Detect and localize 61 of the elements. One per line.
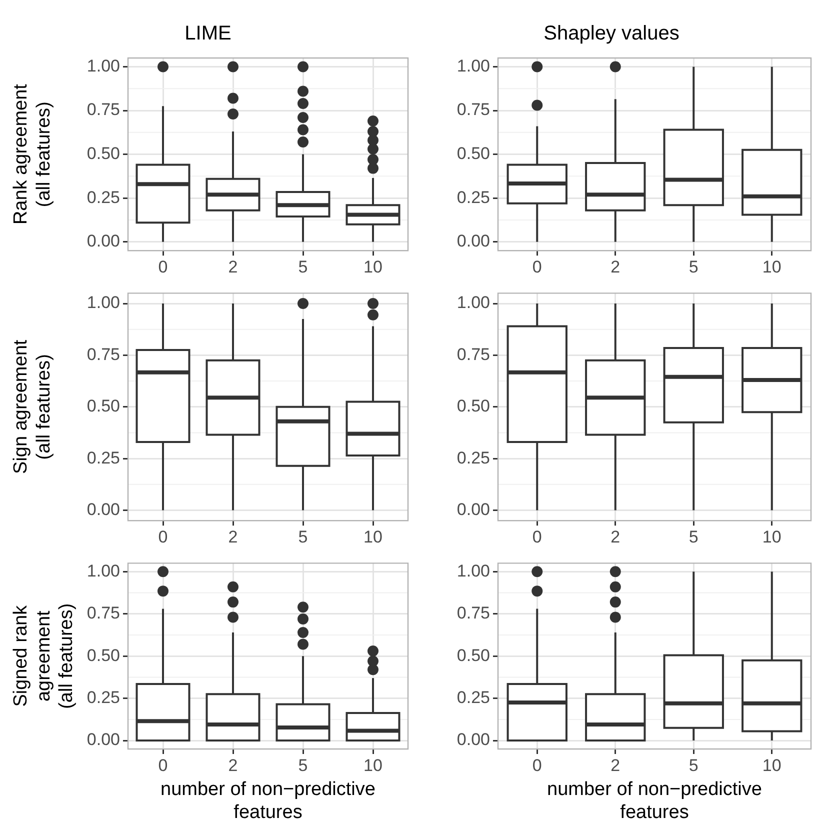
y-tick-label: 0.50 (86, 646, 120, 665)
y-tick-label: 0.25 (456, 448, 490, 468)
y-tick-label: 0.25 (86, 688, 120, 708)
y-tick-label: 0.50 (456, 144, 490, 163)
y-tick-label: 1.00 (456, 561, 490, 580)
x-axis-title: number of non−predictive features (547, 779, 762, 823)
y-tick-label: 0.50 (86, 396, 120, 416)
x-tick-label: 5 (688, 257, 698, 276)
x-tick-label: 0 (158, 756, 168, 775)
x-tick-label: 2 (610, 527, 620, 546)
y-tick-label: 0.75 (86, 344, 120, 364)
y-tick-label: 0.50 (456, 396, 490, 416)
y-axis-title: Sign agreement (all features) (10, 339, 54, 474)
x-tick-label: 5 (688, 527, 698, 546)
y-tick-label: 0.00 (456, 500, 490, 519)
x-tick-label: 10 (364, 756, 382, 775)
y-tick-label: 0.75 (86, 604, 120, 623)
chart-title: Shapley values (544, 22, 680, 45)
y-tick-label: 0.00 (456, 730, 490, 750)
y-tick-label: 0.00 (86, 232, 120, 251)
y-tick-label: 0.75 (456, 604, 490, 623)
x-tick-label: 10 (364, 527, 382, 546)
y-tick-label: 0.00 (456, 232, 490, 251)
y-tick-label: 1.00 (456, 293, 490, 312)
x-tick-label: 0 (158, 257, 168, 276)
x-tick-label: 10 (762, 527, 782, 546)
y-tick-label: 0.25 (86, 188, 120, 207)
y-tick-label: 0.75 (456, 100, 490, 120)
x-tick-label: 2 (228, 527, 238, 546)
x-tick-label: 0 (532, 257, 542, 276)
y-tick-label: 1.00 (86, 561, 120, 580)
x-tick-label: 2 (610, 257, 620, 276)
x-tick-label: 5 (298, 527, 308, 546)
y-tick-label: 0.25 (456, 688, 490, 708)
y-tick-label: 0.75 (86, 100, 120, 120)
x-tick-label: 0 (532, 527, 542, 546)
y-tick-label: 0.00 (86, 500, 120, 519)
y-tick-label: 1.00 (86, 56, 120, 76)
x-tick-label: 5 (688, 756, 698, 775)
y-tick-label: 0.00 (86, 730, 120, 750)
y-tick-label: 1.00 (86, 293, 120, 312)
y-tick-label: 0.50 (86, 144, 120, 163)
y-tick-label: 0.75 (456, 344, 490, 364)
y-tick-label: 0.25 (456, 188, 490, 207)
y-tick-label: 1.00 (456, 56, 490, 76)
x-tick-label: 2 (610, 756, 620, 775)
x-tick-label: 0 (158, 527, 168, 546)
y-axis-title: Rank agreement (all features) (10, 83, 54, 225)
x-tick-label: 2 (228, 257, 238, 276)
x-tick-label: 10 (762, 257, 782, 276)
y-tick-label: 0.25 (86, 448, 120, 468)
x-tick-label: 0 (532, 756, 542, 775)
y-tick-label: 0.50 (456, 646, 490, 665)
x-tick-label: 5 (298, 756, 308, 775)
x-axis-title: number of non−predictive features (160, 779, 376, 823)
x-tick-label: 5 (298, 257, 308, 276)
chart-title: LIME (184, 22, 232, 45)
x-tick-label: 2 (228, 756, 238, 775)
x-tick-label: 10 (364, 257, 382, 276)
y-axis-title: Signed rank agreement (all features) (10, 603, 78, 709)
x-tick-label: 10 (762, 756, 782, 775)
